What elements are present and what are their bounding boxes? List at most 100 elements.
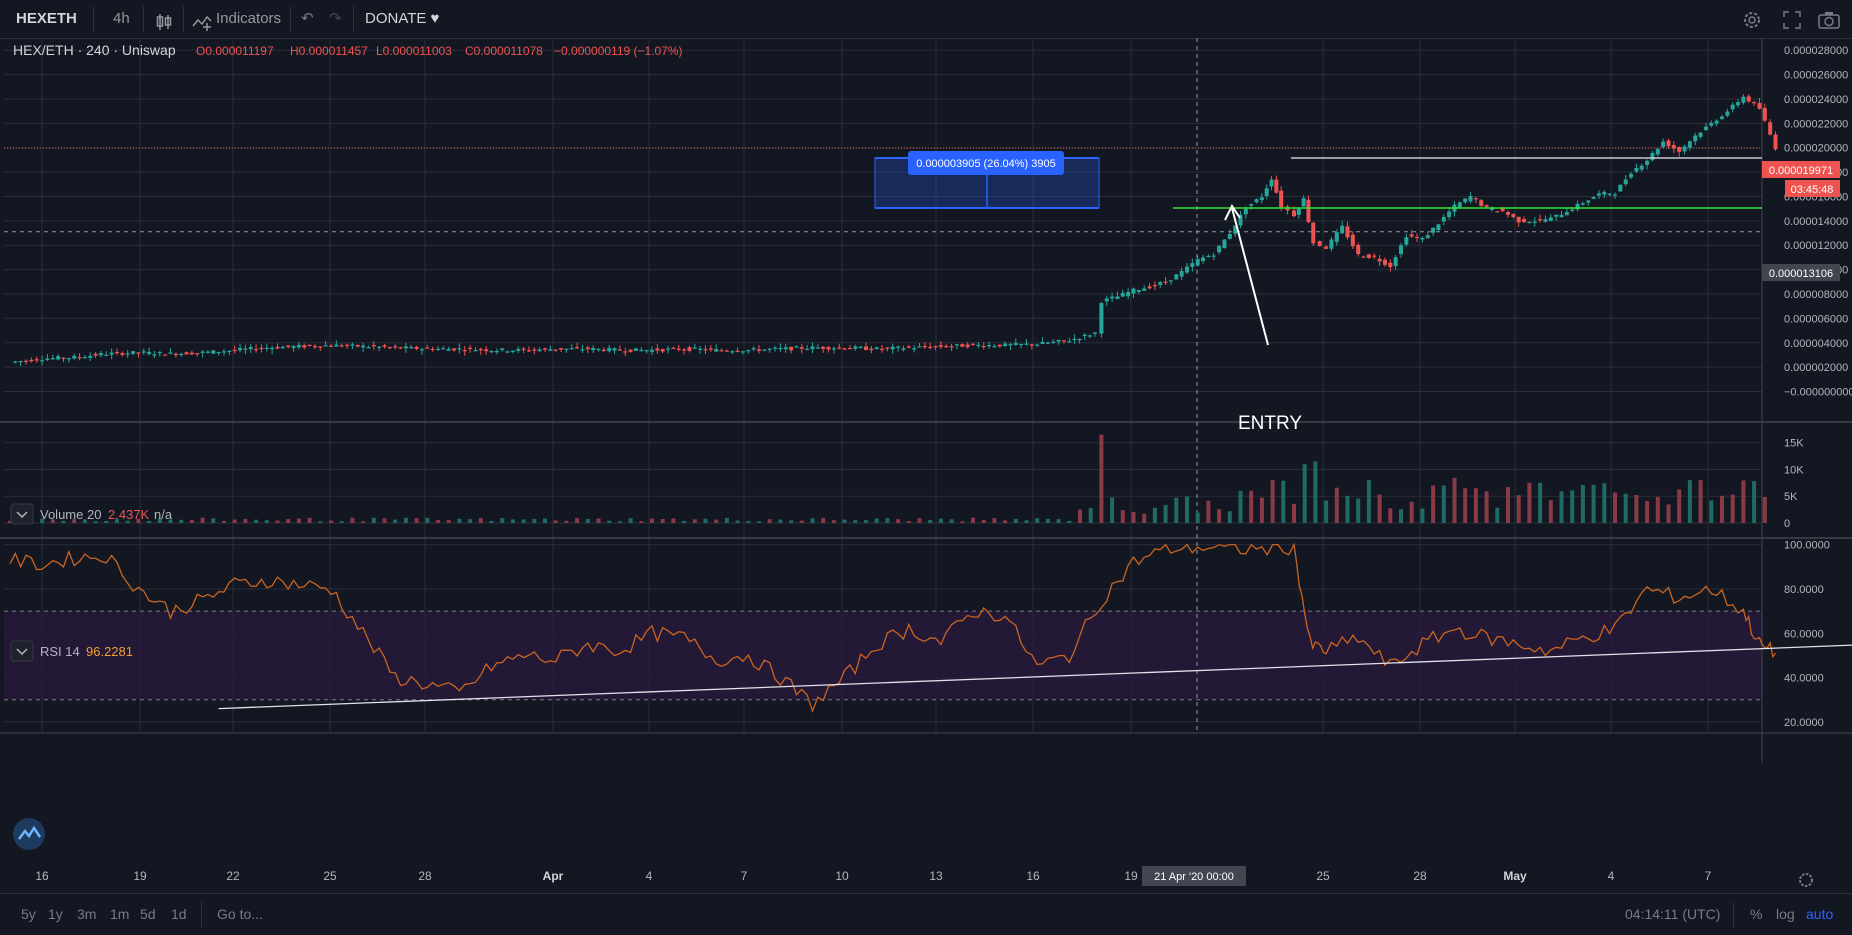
candle-body xyxy=(462,350,467,352)
candle-body xyxy=(1693,135,1698,142)
candle-body xyxy=(569,348,574,350)
legend-change: −0.000000119 (−1.07%) xyxy=(554,44,683,58)
candle-body xyxy=(1580,203,1585,205)
goto-button[interactable]: Go to... xyxy=(217,906,263,922)
volume-bar xyxy=(1078,509,1082,523)
gear-icon[interactable] xyxy=(1741,8,1763,30)
time-axis[interactable]: 16 19 22 25 28 Apr 4 7 10 13 16 19 25 28 May 4 7 xyxy=(35,869,1711,883)
indicators-button[interactable]: Indicators xyxy=(216,10,282,27)
candle-body xyxy=(1564,212,1569,216)
candle-body xyxy=(1420,238,1425,240)
candle-body xyxy=(377,346,382,348)
donate-button[interactable]: DONATE ♥ xyxy=(365,10,440,27)
volume-bar xyxy=(275,520,280,523)
rsi-collapse-button[interactable] xyxy=(10,640,34,662)
candle-body xyxy=(1746,96,1751,102)
candle-body xyxy=(414,346,419,350)
volume-tick-label: 5K xyxy=(1784,491,1798,503)
candle-body xyxy=(13,361,18,363)
price-tick-label: 0.000026000 xyxy=(1784,70,1848,82)
range-1m[interactable]: 1m xyxy=(110,906,130,922)
volume-bar xyxy=(1677,489,1682,523)
log-toggle[interactable]: log xyxy=(1776,906,1795,922)
auto-toggle[interactable]: auto xyxy=(1806,906,1834,922)
volume-bar xyxy=(789,520,794,523)
volume-bar xyxy=(382,518,387,523)
candle-body xyxy=(1677,147,1682,152)
candle-body xyxy=(1356,244,1361,255)
volume-bar xyxy=(1313,461,1318,523)
candle-body xyxy=(393,346,398,348)
interval-selector[interactable]: 4h xyxy=(113,10,130,27)
volume-bar xyxy=(1687,480,1692,523)
candle-body xyxy=(650,349,654,352)
candle-body xyxy=(526,350,531,352)
volume-bar xyxy=(1217,509,1222,523)
candle-body xyxy=(1730,104,1735,110)
candle-body xyxy=(173,353,178,356)
range-5y[interactable]: 5y xyxy=(21,906,36,922)
candle-body xyxy=(1087,335,1092,337)
volume-bar xyxy=(575,518,580,523)
candle-body xyxy=(1687,141,1692,148)
legend-high: H0.000011457 xyxy=(290,44,368,58)
volume-bar xyxy=(329,520,333,523)
volume-bar xyxy=(211,518,216,523)
candle-body xyxy=(1703,126,1708,130)
range-1y[interactable]: 1y xyxy=(48,906,63,922)
candle-body xyxy=(794,346,799,348)
candle-body xyxy=(1296,208,1301,215)
candle-body xyxy=(1720,116,1724,119)
candle-body xyxy=(1274,179,1279,193)
candle-body xyxy=(944,345,949,348)
volume-bar xyxy=(1356,498,1361,523)
volume-bar xyxy=(1292,503,1296,523)
chart-area[interactable]: 0.000028000 0.000026000 0.000024000 0.00002… xyxy=(0,38,1852,893)
range-3m[interactable]: 3m xyxy=(77,906,97,922)
settings-gear-icon[interactable] xyxy=(1799,873,1813,887)
measure-label-box[interactable] xyxy=(908,151,1064,175)
volume-bar xyxy=(115,519,119,523)
volume-bar xyxy=(1645,501,1650,523)
volume-bar xyxy=(264,520,269,523)
candle-body xyxy=(1222,239,1227,249)
symbol-search[interactable]: HEXETH xyxy=(16,10,77,27)
candle-body xyxy=(601,349,606,351)
drawings[interactable] xyxy=(874,157,1762,346)
candle-body xyxy=(1661,141,1666,148)
volume-bar xyxy=(778,519,783,523)
candle-body xyxy=(1457,202,1462,208)
candle-body xyxy=(243,348,248,350)
candle-body xyxy=(494,350,499,353)
candle-body xyxy=(1650,152,1655,161)
percent-toggle[interactable]: % xyxy=(1750,906,1763,922)
candle-body xyxy=(1489,208,1494,210)
fullscreen-icon[interactable] xyxy=(1781,8,1803,30)
range-1d[interactable]: 1d xyxy=(171,906,187,922)
candle-body xyxy=(1279,190,1284,208)
candle-body xyxy=(478,348,483,351)
volume-collapse-button[interactable] xyxy=(10,503,34,525)
range-5d[interactable]: 5d xyxy=(140,906,156,922)
candle-body xyxy=(93,353,98,356)
volume-bars xyxy=(8,434,1767,523)
rsi-trendline xyxy=(218,644,1852,710)
candle-body xyxy=(842,348,847,350)
volume-bar xyxy=(724,517,729,523)
candle-body xyxy=(1269,179,1274,187)
price-axis[interactable]: 0.000028000 0.000026000 0.000024000 0.00002… xyxy=(1784,45,1852,729)
undo-icon[interactable]: ↶ xyxy=(301,10,314,27)
redo-icon[interactable]: ↷ xyxy=(329,10,342,27)
volume-bar xyxy=(1013,518,1018,523)
candle-body xyxy=(18,361,23,363)
candle-body xyxy=(1051,341,1056,343)
top-toolbar: HEXETH 4h Indicators ↶ ↷ DONATE ♥ xyxy=(0,0,1852,39)
candle-body xyxy=(350,344,355,346)
countdown-text: 03:45:48 xyxy=(1791,184,1834,196)
candles-icon[interactable] xyxy=(155,9,173,30)
candle-body xyxy=(821,346,826,349)
volume-bar xyxy=(1302,464,1307,523)
volume-bar xyxy=(1527,482,1532,523)
camera-icon[interactable] xyxy=(1817,8,1841,30)
candle-body xyxy=(1548,217,1553,221)
